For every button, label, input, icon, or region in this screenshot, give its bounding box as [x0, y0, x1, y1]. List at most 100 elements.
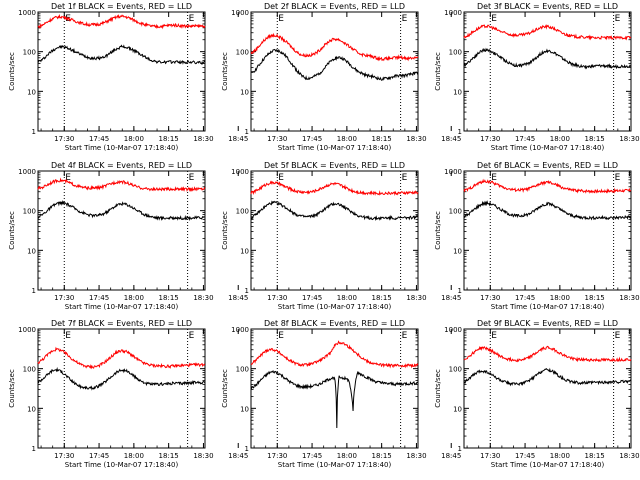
- series-line-events: [250, 48, 419, 81]
- y-axis-label: Counts/sec: [434, 211, 442, 250]
- y-tick-label: 10: [240, 405, 249, 413]
- y-tick-label: 1000: [444, 326, 462, 334]
- chart-panel-5: Det 5f BLACK = Events, RED = LLD 1 10 100 10…: [221, 161, 461, 311]
- interval-marker-label: E: [615, 331, 621, 341]
- x-axis-label: Start Time (10-Mar-07 17:18:40): [65, 144, 179, 152]
- x-tick-label: 18:15: [372, 452, 392, 460]
- series-line-events: [250, 200, 419, 222]
- x-tick-label: 17:30: [267, 135, 287, 143]
- x-tick-label: 17:30: [54, 294, 74, 302]
- plot-frame: [463, 170, 632, 291]
- x-tick-label: 18:30: [619, 135, 639, 143]
- y-tick-label: 1: [245, 445, 249, 453]
- interval-marker-label: E: [402, 14, 408, 24]
- y-tick-label: 100: [236, 208, 249, 216]
- series-line-lld: [37, 346, 206, 370]
- plot-frame: [37, 328, 206, 449]
- x-axis-label: Start Time (10-Mar-07 17:18:40): [278, 303, 392, 311]
- series-line-lld: [250, 180, 419, 197]
- x-tick-label: 18:00: [124, 135, 144, 143]
- plot-frame: [463, 11, 632, 132]
- x-axis-label: Start Time (10-Mar-07 17:18:40): [65, 303, 179, 311]
- x-tick-label: 18:45: [228, 135, 248, 143]
- y-tick-label: 10: [27, 247, 36, 255]
- x-tick-label: 18:30: [193, 294, 213, 302]
- x-tick-label: 18:45: [228, 452, 248, 460]
- x-tick-label: 18:15: [159, 294, 179, 302]
- series-line-events: [37, 366, 206, 391]
- chart-panel-7: Det 7f BLACK = Events, RED = LLD 1 10 100 10…: [8, 319, 248, 469]
- x-tick-label: 18:15: [372, 294, 392, 302]
- x-tick-label: 18:15: [372, 135, 392, 143]
- x-tick-label: 18:15: [585, 135, 605, 143]
- interval-marker-label: E: [278, 14, 284, 24]
- chart-title: Det 8f BLACK = Events, RED = LLD: [264, 319, 405, 328]
- x-tick-label: 17:30: [480, 294, 500, 302]
- y-axis-label: Counts/sec: [434, 52, 442, 91]
- y-tick-label: 10: [453, 247, 462, 255]
- x-tick-label: 17:30: [267, 294, 287, 302]
- x-tick-label: 17:45: [89, 135, 109, 143]
- interval-marker-label: E: [402, 331, 408, 341]
- series-line-events: [463, 367, 632, 387]
- interval-marker-label: E: [278, 173, 284, 183]
- x-tick-label: 18:30: [406, 135, 426, 143]
- y-tick-label: 10: [240, 88, 249, 96]
- y-tick-label: 1: [32, 287, 36, 295]
- x-tick-label: 18:00: [124, 294, 144, 302]
- chart-panel-3: Det 3f BLACK = Events, RED = LLD 1 10 100 10…: [434, 2, 640, 152]
- plot-frame: [250, 11, 419, 132]
- interval-marker-label: E: [491, 14, 497, 24]
- x-tick-label: 18:15: [585, 452, 605, 460]
- x-tick-label: 18:45: [441, 294, 461, 302]
- x-tick-label: 17:45: [302, 294, 322, 302]
- chart-title: Det 9f BLACK = Events, RED = LLD: [477, 319, 618, 328]
- x-tick-label: 18:30: [406, 294, 426, 302]
- interval-marker-label: E: [189, 331, 195, 341]
- interval-marker-label: E: [491, 331, 497, 341]
- x-tick-label: 17:45: [89, 294, 109, 302]
- x-axis-label: Start Time (10-Mar-07 17:18:40): [491, 461, 605, 469]
- y-axis-label: Counts/sec: [221, 369, 229, 408]
- y-tick-label: 1000: [18, 326, 36, 334]
- x-tick-label: 17:30: [480, 452, 500, 460]
- interval-marker-label: E: [278, 331, 284, 341]
- x-tick-label: 17:45: [302, 135, 322, 143]
- y-axis-label: Counts/sec: [221, 52, 229, 91]
- chart-panel-4: Det 4f BLACK = Events, RED = LLD 1 10 100 10…: [8, 161, 248, 311]
- interval-marker-label: E: [491, 173, 497, 183]
- x-tick-label: 18:30: [619, 294, 639, 302]
- series-line-lld: [37, 13, 206, 30]
- y-tick-label: 100: [449, 208, 462, 216]
- y-tick-label: 100: [23, 49, 36, 57]
- x-tick-label: 18:00: [337, 294, 357, 302]
- series-line-lld: [250, 32, 419, 62]
- x-tick-label: 18:45: [228, 294, 248, 302]
- y-tick-label: 1000: [444, 168, 462, 176]
- x-axis-label: Start Time (10-Mar-07 17:18:40): [491, 303, 605, 311]
- y-tick-label: 1: [458, 287, 462, 295]
- y-axis-label: Counts/sec: [221, 211, 229, 250]
- x-axis-label: Start Time (10-Mar-07 17:18:40): [65, 461, 179, 469]
- y-tick-label: 1000: [231, 9, 249, 17]
- interval-marker-label: E: [615, 14, 621, 24]
- x-tick-label: 18:30: [193, 452, 213, 460]
- y-tick-label: 1000: [231, 168, 249, 176]
- x-tick-label: 18:30: [619, 452, 639, 460]
- x-tick-label: 18:30: [193, 135, 213, 143]
- y-axis-label: Counts/sec: [8, 52, 16, 91]
- series-line-events: [37, 200, 206, 222]
- y-tick-label: 1: [32, 128, 36, 136]
- chart-panel-9: Det 9f BLACK = Events, RED = LLD 1 10 100 10…: [434, 319, 640, 469]
- x-tick-label: 18:00: [550, 135, 570, 143]
- x-axis-label: Start Time (10-Mar-07 17:18:40): [278, 144, 392, 152]
- series-line-lld: [463, 345, 632, 363]
- x-tick-label: 17:45: [515, 135, 535, 143]
- x-tick-label: 17:30: [267, 452, 287, 460]
- y-tick-label: 10: [453, 88, 462, 96]
- y-tick-label: 10: [27, 88, 36, 96]
- y-tick-label: 1000: [231, 326, 249, 334]
- interval-marker-label: E: [189, 14, 195, 24]
- chart-title: Det 6f BLACK = Events, RED = LLD: [477, 161, 618, 170]
- series-line-lld: [463, 178, 632, 194]
